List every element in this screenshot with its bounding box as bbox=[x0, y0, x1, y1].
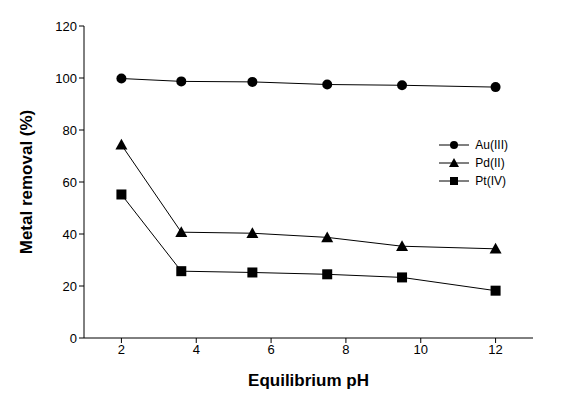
html-text:Pt(IV): Pt(IV) bbox=[475, 174, 506, 188]
svg-text:4: 4 bbox=[193, 342, 200, 357]
html-text:Au(III): Au(III) bbox=[475, 138, 508, 152]
svg-text:100: 100 bbox=[55, 71, 77, 86]
svg-text:120: 120 bbox=[55, 19, 77, 34]
svg-text:Metal removal (%): Metal removal (%) bbox=[17, 110, 36, 255]
svg-text:6: 6 bbox=[267, 342, 274, 357]
svg-text:2: 2 bbox=[118, 342, 125, 357]
svg-text:Equilibrium pH: Equilibrium pH bbox=[248, 371, 369, 390]
svg-text:12: 12 bbox=[488, 342, 502, 357]
svg-text:20: 20 bbox=[63, 279, 77, 294]
svg-text:60: 60 bbox=[63, 175, 77, 190]
svg-text:40: 40 bbox=[63, 227, 77, 242]
svg-text:8: 8 bbox=[342, 342, 349, 357]
svg-text:0: 0 bbox=[70, 331, 77, 346]
svg-text:80: 80 bbox=[63, 123, 77, 138]
html-text:Pd(II): Pd(II) bbox=[475, 156, 505, 170]
svg-text:10: 10 bbox=[414, 342, 428, 357]
